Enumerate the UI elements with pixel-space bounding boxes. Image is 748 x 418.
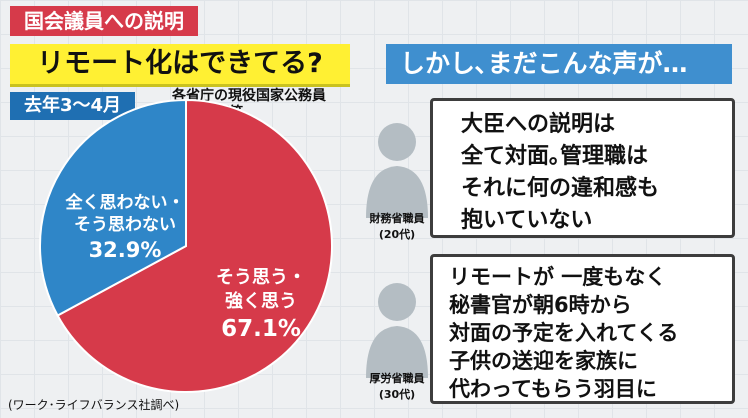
pie-value-yes: 67.1%: [221, 316, 301, 342]
survey-line-1: 各省庁の現役国家公務員: [172, 88, 326, 104]
pie-label-no-line1: 全く思わない・: [65, 193, 185, 213]
source-note: (ワーク･ライフバランス社調べ): [8, 398, 180, 412]
pie-label-no: 全く思わない・ そう思わない 32.9%: [50, 192, 200, 264]
pie-slice-disagree: [39, 98, 187, 317]
quote-2-line: 子供の送迎を家族に: [449, 349, 638, 373]
quote-1-line: 全て対面｡管理職は: [461, 144, 649, 169]
pie-slices: [39, 98, 333, 393]
person-label-1: 財務省職員 (20代): [362, 210, 432, 242]
period-badge: 去年3～4月: [10, 92, 136, 120]
pie-value-no: 32.9%: [88, 238, 162, 262]
quote-1-line: 大臣への説明は: [461, 112, 616, 137]
quote-2-line: 対面の予定を入れてくる: [449, 321, 679, 345]
quote-1-line: 抱いていない: [461, 208, 593, 233]
quote-box-2: リモートが 一度もなく 秘書官が朝6時から 対面の予定を入れてくる 子供の送迎を…: [430, 254, 735, 404]
pie-label-yes-line2: 強く思う: [225, 291, 297, 312]
quote-1-line: それに何の違和感も: [461, 176, 660, 201]
pie-slice-agree: [56, 98, 333, 393]
voices-banner: しかし､まだこんな声が…: [386, 44, 732, 84]
person-1-age: (20代): [378, 228, 416, 241]
person-2-age: (30代): [378, 388, 416, 401]
topic-tag: 国会議員への説明: [10, 6, 198, 36]
person-label-2: 厚労省職員 (30代): [362, 370, 432, 402]
pie-label-no-line2: そう思わない: [74, 215, 176, 235]
quote-2-line: 代わってもらう羽目に: [449, 377, 657, 401]
headline: リモート化はできてる?: [10, 44, 350, 87]
person-1-role: 財務省職員: [369, 212, 425, 225]
quote-box-1: 大臣への説明は 全て対面｡管理職は それに何の違和感も 抱いていない: [430, 98, 735, 238]
person-2-role: 厚労省職員: [369, 372, 425, 385]
person-icon: [366, 283, 428, 378]
person-icon: [366, 123, 428, 218]
pie-label-yes: そう思う・ 強く思う 67.1%: [196, 266, 326, 344]
quote-2-line: リモートが 一度もなく: [449, 265, 667, 289]
quote-2-line: 秘書官が朝6時から: [449, 293, 632, 317]
pie-label-yes-line1: そう思う・: [216, 267, 306, 288]
